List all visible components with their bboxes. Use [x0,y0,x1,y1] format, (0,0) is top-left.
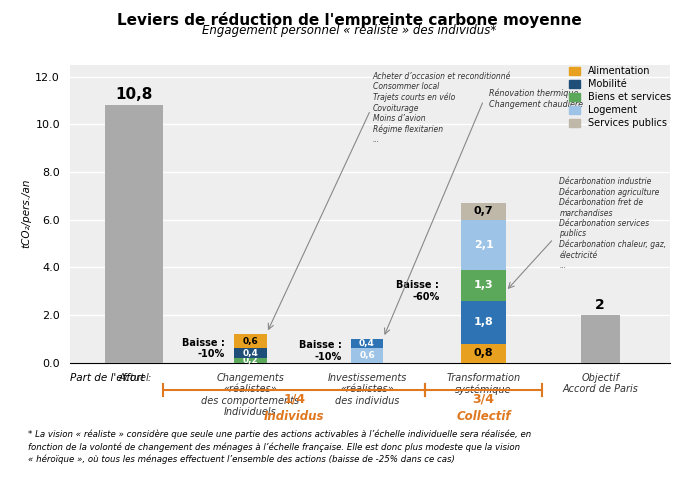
Bar [105,105,163,363]
Bar [461,220,506,270]
Text: Collectif: Collectif [456,410,511,423]
Bar [350,339,383,348]
Bar [234,358,267,363]
Bar [234,348,267,358]
Text: 0,6: 0,6 [243,337,258,346]
Text: Baisse :
-60%: Baisse : -60% [396,280,439,302]
Text: 0,8: 0,8 [474,348,493,358]
Text: * La vision « réaliste » considère que seule une partie des actions activables à: * La vision « réaliste » considère que s… [28,430,531,464]
Text: 2,1: 2,1 [474,240,493,249]
Text: 2: 2 [595,298,605,312]
Bar [461,344,506,363]
Bar [350,348,383,363]
Text: 1,3: 1,3 [474,280,493,290]
Text: 0,7: 0,7 [474,206,493,216]
Text: 0,4: 0,4 [359,339,375,348]
Text: Baisse :
-10%: Baisse : -10% [182,337,225,359]
Bar [461,301,506,344]
Text: 0,2: 0,2 [243,356,258,365]
Text: Baisse :
-10%: Baisse : -10% [299,340,341,362]
Text: 0,6: 0,6 [359,351,375,360]
Text: Acheter d’occasion et reconditionné
Consommer local
Trajets courts en vélo
Covoi: Acheter d’occasion et reconditionné Cons… [373,72,511,144]
Text: Rénovation thermique
Changement chaudière: Rénovation thermique Changement chaudièr… [489,88,584,109]
Text: 3/4: 3/4 [473,393,495,406]
Text: 1,8: 1,8 [474,317,493,327]
Text: 0,4: 0,4 [242,349,258,358]
Text: Décarbonation industrie
Décarbonation agriculture
Décarbonation fret de
marchand: Décarbonation industrie Décarbonation ag… [559,177,667,270]
Text: Individus: Individus [264,410,325,423]
Y-axis label: tCO₂/pers./an: tCO₂/pers./an [21,179,31,248]
Text: Leviers de réduction de l'empreinte carbone moyenne: Leviers de réduction de l'empreinte carb… [117,12,581,28]
Bar [461,203,506,220]
Text: Engagement personnel « réaliste » des individus*: Engagement personnel « réaliste » des in… [202,24,496,37]
Bar [461,270,506,301]
Text: 1/4: 1/4 [283,393,305,406]
Legend: Alimentation, Mobilité, Biens et services, Logement, Services publics: Alimentation, Mobilité, Biens et service… [569,67,671,128]
Bar [234,334,267,348]
Text: Part de l'effort :: Part de l'effort : [70,373,151,383]
Bar [581,315,620,363]
Text: 10,8: 10,8 [115,86,153,101]
